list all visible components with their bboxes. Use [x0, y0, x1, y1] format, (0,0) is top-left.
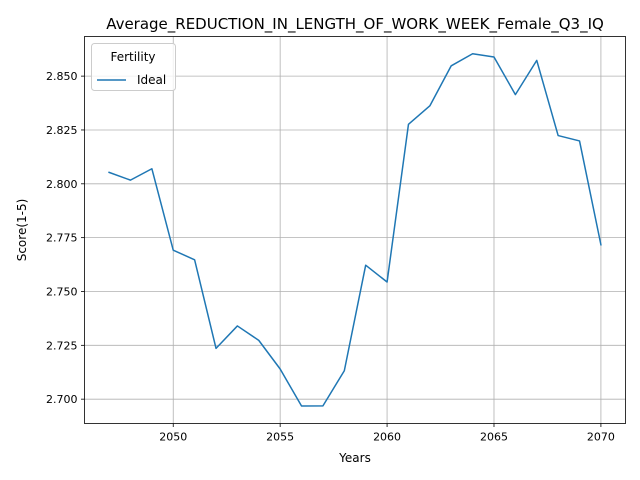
x-tick-label: 2060 [373, 431, 401, 444]
y-tick-label: 2.775 [46, 232, 78, 245]
legend: Fertility Ideal [91, 43, 176, 91]
y-tick-label: 2.850 [46, 70, 78, 83]
y-tick-label: 2.750 [46, 285, 78, 298]
x-axis-label: Years [338, 451, 371, 465]
legend-label-ideal: Ideal [137, 73, 166, 87]
legend-box [91, 43, 176, 91]
legend-title: Fertility [110, 50, 155, 64]
plot-frame [84, 36, 626, 424]
y-tick-label: 2.825 [46, 124, 78, 137]
y-axis: 2.700 2.725 2.750 2.775 2.800 2.825 2.850 [46, 70, 85, 406]
chart-title: Average_REDUCTION_IN_LENGTH_OF_WORK_WEEK… [106, 15, 604, 34]
x-axis: 2050 2055 2060 2065 2070 [159, 423, 615, 444]
x-tick-label: 2065 [480, 431, 508, 444]
y-tick-label: 2.700 [46, 393, 78, 406]
x-tick-label: 2070 [587, 431, 615, 444]
y-tick-label: 2.725 [46, 339, 78, 352]
grid [84, 36, 626, 424]
x-tick-label: 2055 [266, 431, 294, 444]
y-axis-label: Score(1-5) [15, 199, 29, 262]
series-layer [108, 52, 602, 407]
series-line-ideal [108, 52, 602, 407]
y-tick-label: 2.800 [46, 178, 78, 191]
x-tick-label: 2050 [159, 431, 187, 444]
